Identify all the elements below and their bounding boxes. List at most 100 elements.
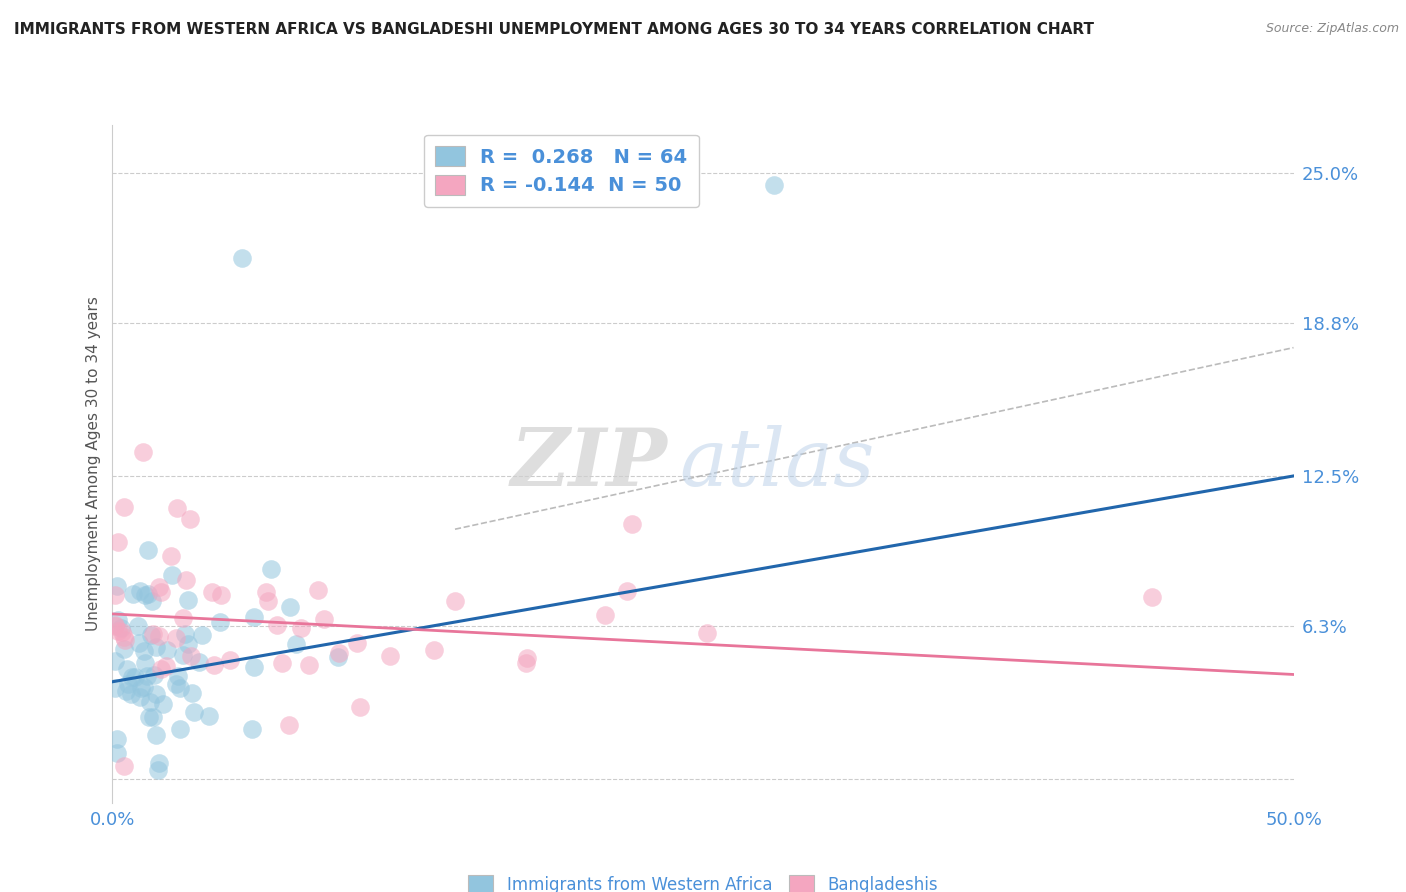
Point [169, 681, 191, 695]
Point [121, 587, 143, 601]
Point [142, 710, 165, 724]
Point [139, 627, 162, 641]
Point [1140, 590, 1163, 604]
Point [134, 656, 156, 670]
Point [129, 681, 152, 695]
Point [696, 625, 718, 640]
Point [124, 670, 146, 684]
Point [150, 662, 173, 676]
Text: ZIP: ZIP [510, 425, 668, 502]
Point [515, 657, 537, 671]
Point [183, 705, 205, 719]
Point [120, 687, 142, 701]
Point [197, 709, 219, 723]
Point [104, 681, 127, 695]
Point [138, 709, 160, 723]
Point [105, 732, 128, 747]
Legend: Immigrants from Western Africa, Bangladeshis: Immigrants from Western Africa, Banglade… [461, 869, 945, 892]
Point [104, 588, 127, 602]
Point [443, 594, 465, 608]
Point [191, 627, 214, 641]
Point [107, 624, 129, 639]
Point [104, 653, 127, 667]
Text: Source: ZipAtlas.com: Source: ZipAtlas.com [1265, 22, 1399, 36]
Point [152, 697, 174, 711]
Point [243, 610, 266, 624]
Point [134, 588, 156, 602]
Point [326, 650, 349, 665]
Point [285, 637, 308, 651]
Point [112, 500, 135, 515]
Point [181, 686, 204, 700]
Point [145, 728, 167, 742]
Point [169, 722, 191, 736]
Point [174, 627, 197, 641]
Point [209, 588, 232, 602]
Point [180, 649, 202, 664]
Point [240, 723, 263, 737]
Point [105, 579, 128, 593]
Point [132, 643, 155, 657]
Point [148, 756, 170, 771]
Point [136, 587, 159, 601]
Point [160, 568, 183, 582]
Point [107, 535, 129, 549]
Point [174, 573, 197, 587]
Point [177, 593, 200, 607]
Point [142, 626, 165, 640]
Point [328, 646, 350, 660]
Point [266, 618, 288, 632]
Point [135, 669, 157, 683]
Point [593, 608, 616, 623]
Point [621, 517, 644, 532]
Point [314, 612, 336, 626]
Y-axis label: Unemployment Among Ages 30 to 34 years: Unemployment Among Ages 30 to 34 years [86, 296, 101, 632]
Point [202, 657, 225, 672]
Point [298, 658, 321, 673]
Point [145, 640, 167, 654]
Point [138, 695, 160, 709]
Point [231, 251, 253, 265]
Point [307, 583, 329, 598]
Point [256, 593, 278, 607]
Text: atlas: atlas [679, 425, 875, 502]
Point [378, 648, 401, 663]
Point [278, 718, 301, 732]
Point [165, 677, 187, 691]
Point [111, 624, 134, 639]
Point [616, 584, 638, 599]
Point [141, 594, 163, 608]
Point [134, 680, 156, 694]
Point [107, 613, 129, 627]
Point [142, 668, 165, 682]
Point [762, 178, 785, 193]
Point [104, 619, 127, 633]
Point [155, 659, 177, 673]
Point [121, 669, 143, 683]
Point [349, 700, 371, 714]
Point [110, 621, 132, 635]
Point [145, 687, 167, 701]
Point [112, 631, 135, 645]
Point [243, 660, 266, 674]
Point [423, 643, 446, 657]
Point [176, 637, 198, 651]
Point [160, 549, 183, 564]
Point [128, 636, 150, 650]
Point [166, 500, 188, 515]
Point [148, 580, 170, 594]
Point [129, 583, 152, 598]
Point [201, 584, 224, 599]
Point [104, 618, 127, 632]
Point [115, 683, 138, 698]
Point [219, 653, 242, 667]
Point [172, 648, 194, 662]
Point [148, 629, 170, 643]
Point [114, 633, 136, 648]
Point [136, 543, 159, 558]
Point [271, 657, 294, 671]
Point [146, 764, 169, 778]
Point [208, 615, 231, 629]
Point [112, 642, 135, 657]
Text: IMMIGRANTS FROM WESTERN AFRICA VS BANGLADESHI UNEMPLOYMENT AMONG AGES 30 TO 34 Y: IMMIGRANTS FROM WESTERN AFRICA VS BANGLA… [14, 22, 1094, 37]
